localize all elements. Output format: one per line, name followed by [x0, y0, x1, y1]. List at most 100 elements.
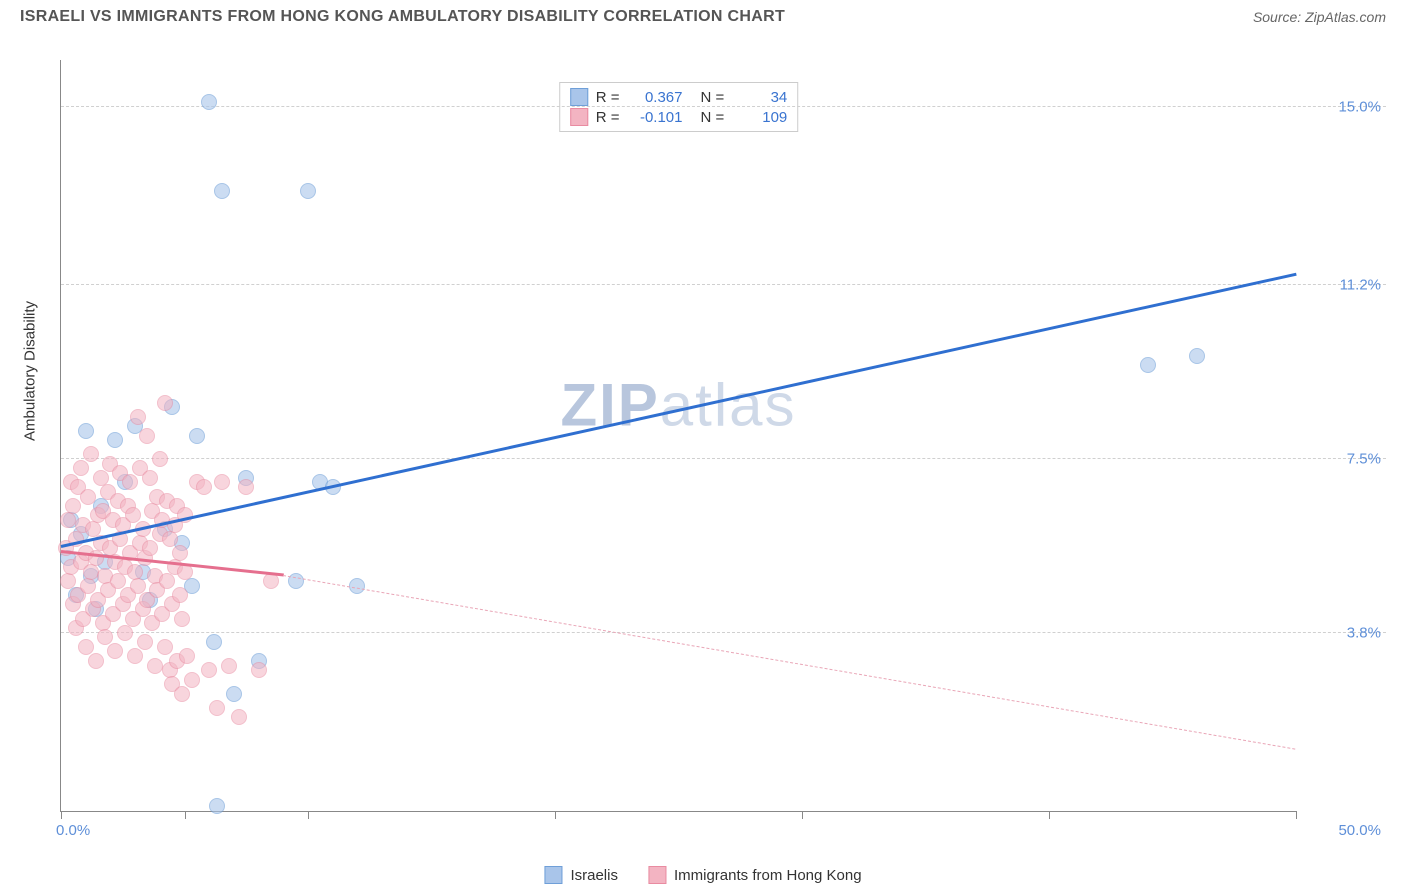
stats-n-value: 34 [732, 89, 787, 106]
scatter-point [172, 587, 188, 603]
y-axis-tick-label: 15.0% [1338, 98, 1381, 115]
scatter-point [130, 578, 146, 594]
y-axis-tick-label: 3.8% [1347, 624, 1381, 641]
scatter-point [152, 451, 168, 467]
scatter-point [107, 432, 123, 448]
scatter-point [137, 634, 153, 650]
legend-swatch [544, 866, 562, 884]
gridline [61, 284, 1386, 285]
scatter-point [172, 545, 188, 561]
series-swatch [570, 88, 588, 106]
y-axis-title: Ambulatory Disability [22, 301, 39, 441]
stats-n-label: N = [701, 109, 725, 126]
x-axis-tick [1049, 811, 1050, 819]
stats-r-value: -0.101 [628, 109, 683, 126]
scatter-point [221, 658, 237, 674]
gridline [61, 632, 1386, 633]
x-axis-tick [185, 811, 186, 819]
scatter-point [201, 94, 217, 110]
scatter-point [97, 629, 113, 645]
x-axis-max-label: 50.0% [1338, 822, 1381, 839]
legend-item: Israelis [544, 866, 618, 884]
plot-area: ZIPatlas R =0.367N =34R =-0.101N =109 0.… [60, 60, 1296, 812]
stats-r-value: 0.367 [628, 89, 683, 106]
scatter-point [1140, 357, 1156, 373]
scatter-point [78, 423, 94, 439]
legend-label: Immigrants from Hong Kong [674, 867, 862, 884]
x-axis-tick [802, 811, 803, 819]
scatter-point [157, 639, 173, 655]
scatter-point [214, 183, 230, 199]
scatter-point [201, 662, 217, 678]
stats-n-value: 109 [732, 109, 787, 126]
scatter-point [206, 634, 222, 650]
scatter-point [107, 643, 123, 659]
scatter-point [80, 489, 96, 505]
legend-label: Israelis [570, 867, 618, 884]
gridline [61, 458, 1386, 459]
scatter-point [184, 672, 200, 688]
series-swatch [570, 108, 588, 126]
scatter-point [174, 611, 190, 627]
scatter-point [88, 550, 104, 566]
scatter-point [159, 573, 175, 589]
y-axis-tick-label: 7.5% [1347, 450, 1381, 467]
scatter-point [349, 578, 365, 594]
scatter-point [65, 498, 81, 514]
stats-r-label: R = [596, 89, 620, 106]
scatter-point [78, 639, 94, 655]
scatter-point [189, 428, 205, 444]
trend-line [61, 273, 1297, 548]
x-axis-tick [1296, 811, 1297, 819]
scatter-point [174, 686, 190, 702]
scatter-point [73, 460, 89, 476]
x-axis-min-label: 0.0% [56, 822, 90, 839]
stats-row: R = 0.367 N = 34 [570, 87, 788, 107]
scatter-point [214, 474, 230, 490]
scatter-point [122, 474, 138, 490]
scatter-point [300, 183, 316, 199]
x-axis-tick [308, 811, 309, 819]
chart-title: ISRAELI VS IMMIGRANTS FROM HONG KONG AMB… [20, 8, 785, 26]
scatter-point [147, 658, 163, 674]
legend: Israelis Immigrants from Hong Kong [544, 866, 861, 884]
scatter-point [179, 648, 195, 664]
stats-n-label: N = [701, 89, 725, 106]
scatter-point [231, 709, 247, 725]
stats-r-label: R = [596, 109, 620, 126]
y-axis-tick-label: 11.2% [1340, 277, 1381, 294]
scatter-point [60, 573, 76, 589]
scatter-point [80, 578, 96, 594]
scatter-point [1189, 348, 1205, 364]
gridline [61, 106, 1386, 107]
scatter-point [209, 798, 225, 814]
scatter-point [226, 686, 242, 702]
trend-line [283, 575, 1296, 750]
stats-row: R = -0.101 N = 109 [570, 107, 788, 127]
legend-swatch [648, 866, 666, 884]
scatter-point [139, 428, 155, 444]
scatter-point [117, 625, 133, 641]
scatter-point [157, 395, 173, 411]
scatter-point [110, 573, 126, 589]
scatter-point [209, 700, 225, 716]
chart-container: Ambulatory Disability ZIPatlas R =0.367N… [20, 40, 1386, 842]
scatter-point [83, 564, 99, 580]
x-axis-tick [61, 811, 62, 819]
scatter-point [162, 531, 178, 547]
chart-source: Source: ZipAtlas.com [1253, 9, 1386, 25]
scatter-point [88, 653, 104, 669]
legend-item: Immigrants from Hong Kong [648, 866, 862, 884]
correlation-stats-box: R = 0.367 N = 34 R = -0.101 N = 109 [559, 82, 799, 132]
chart-header: ISRAELI VS IMMIGRANTS FROM HONG KONG AMB… [0, 0, 1406, 30]
scatter-point [142, 540, 158, 556]
scatter-point [238, 479, 254, 495]
scatter-point [83, 446, 99, 462]
scatter-point [60, 512, 76, 528]
scatter-point [142, 470, 158, 486]
scatter-point [130, 409, 146, 425]
scatter-point [251, 662, 267, 678]
scatter-point [125, 507, 141, 523]
scatter-point [127, 648, 143, 664]
scatter-point [196, 479, 212, 495]
